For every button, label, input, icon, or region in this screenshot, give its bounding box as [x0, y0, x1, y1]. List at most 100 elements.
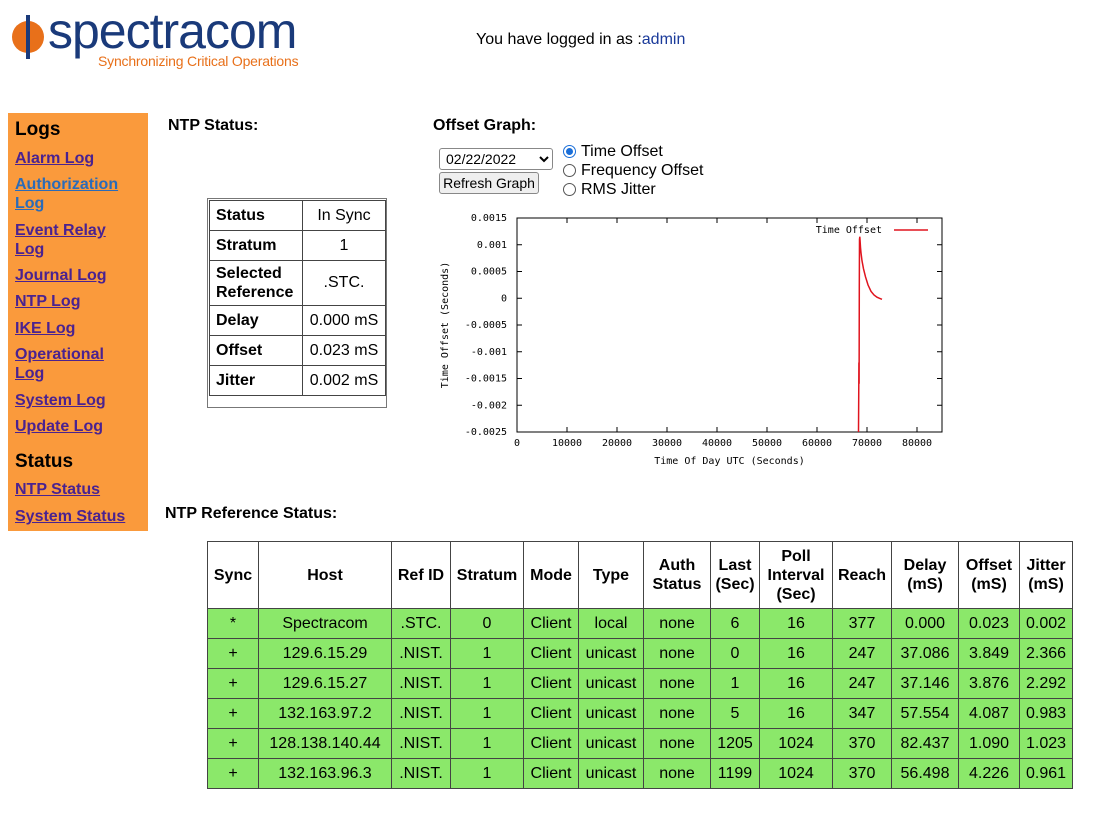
date-select[interactable]: 02/22/2022	[439, 148, 553, 170]
table-cell: 0	[710, 638, 760, 669]
table-cell: 1.023	[1019, 728, 1073, 759]
table-row: +132.163.96.3 .NIST. 1 Client unicast none 119…	[207, 758, 1073, 789]
table-cell: 1205	[710, 728, 760, 759]
table-header-row: Sync Host Ref ID Stratum Mode Type Auth Status…	[207, 541, 1073, 609]
status-key: Jitter	[209, 365, 303, 396]
table-row: +129.6.15.29 .NIST. 1 Client unicast none 0 16 2…	[207, 638, 1073, 669]
table-cell: 5	[710, 698, 760, 729]
series-line-time-offset	[857, 236, 883, 433]
status-row-selected-reference: Selected Reference .STC.	[209, 260, 386, 306]
table-cell: 1	[450, 638, 524, 669]
table-row: * Spectracom .STC. 0 Client local none 6 16 377 0.…	[207, 608, 1073, 639]
offset-graph-chart: 0.0015 0.001 0.0005 0 -0.0005 -0.001 -0.0015 -0…	[440, 213, 943, 467]
sidebar-link-system-status[interactable]: System Status	[15, 508, 126, 525]
table-cell: none	[643, 698, 711, 729]
status-row-stratum: Stratum 1	[209, 230, 386, 261]
table-cell: 1024	[759, 728, 833, 759]
sidebar-link-journal-log[interactable]: Journal Log	[15, 267, 107, 284]
column-header: Type	[578, 541, 644, 609]
ntp-status-title: NTP Status:	[168, 117, 259, 134]
radio-unselected-icon[interactable]	[563, 164, 576, 177]
status-value: In Sync	[302, 200, 386, 231]
sidebar-link-ike-log[interactable]: IKE Log	[15, 320, 76, 337]
table-cell: unicast	[578, 668, 644, 699]
plot-frame	[516, 217, 943, 433]
table-cell: 247	[832, 668, 892, 699]
column-header: Sync	[207, 541, 259, 609]
table-cell: 132.163.96.3	[258, 758, 392, 789]
table-cell: 4.087	[958, 698, 1020, 729]
sidebar-link-operational-log[interactable]: Operational Log	[15, 346, 104, 382]
table-cell: unicast	[578, 728, 644, 759]
table-cell: .NIST.	[391, 668, 451, 699]
table-cell: 0.983	[1019, 698, 1073, 729]
chart-series	[857, 236, 883, 433]
ntp-status-table: Status In Sync Stratum 1 Selected Refere…	[209, 200, 386, 396]
table-cell: 4.226	[958, 758, 1020, 789]
y-tick-label: -0.002	[471, 400, 507, 411]
radio-unselected-icon[interactable]	[563, 183, 576, 196]
table-cell: 1	[450, 668, 524, 699]
x-tick-label: 10000	[552, 438, 582, 449]
y-tick-label: 0.001	[477, 240, 507, 251]
table-cell: .STC.	[391, 608, 451, 639]
status-key: Offset	[209, 335, 303, 366]
table-cell: 37.086	[891, 638, 959, 669]
sidebar-link-authorization-log[interactable]: Authorization Log	[15, 176, 119, 212]
table-cell: +	[207, 698, 259, 729]
radio-selected-icon[interactable]	[563, 145, 576, 158]
table-cell: 16	[759, 668, 833, 699]
column-header: Offset (mS)	[958, 541, 1020, 609]
table-cell: 1	[450, 698, 524, 729]
table-cell: .NIST.	[391, 638, 451, 669]
table-cell: local	[578, 608, 644, 639]
table-cell: none	[643, 728, 711, 759]
status-value: .STC.	[302, 260, 386, 306]
table-cell: 129.6.15.29	[258, 638, 392, 669]
login-prefix: You have logged in as :	[476, 31, 642, 48]
spectracom-logo: spectracom Synchronizing Critical Operat…	[8, 3, 308, 76]
column-header: Jitter (mS)	[1019, 541, 1073, 609]
sidebar-link-alarm-log[interactable]: Alarm Log	[15, 150, 95, 167]
sidebar-link-ntp-log[interactable]: NTP Log	[15, 293, 81, 310]
column-header: Ref ID	[391, 541, 451, 609]
x-axis-label: Time Of Day UTC (Seconds)	[654, 456, 805, 467]
status-value: 0.002 mS	[302, 365, 386, 396]
status-row-jitter: Jitter 0.002 mS	[209, 365, 386, 396]
sidebar-link-update-log[interactable]: Update Log	[15, 418, 103, 435]
table-cell: 128.138.140.44	[258, 728, 392, 759]
y-tick-label: 0.0015	[471, 213, 507, 224]
username: admin	[641, 31, 686, 48]
sidebar-link-event-relay-log[interactable]: Event Relay Log	[15, 222, 106, 258]
status-heading: Status	[15, 451, 74, 472]
y-axis-label: Time Offset (Seconds)	[440, 262, 451, 388]
status-key: Stratum	[209, 230, 303, 261]
status-value: 1	[302, 230, 386, 261]
table-cell: 347	[832, 698, 892, 729]
table-cell: 16	[759, 638, 833, 669]
radio-time-offset[interactable]: Time Offset	[563, 142, 663, 161]
table-cell: 37.146	[891, 668, 959, 699]
table-cell: 2.292	[1019, 668, 1073, 699]
table-cell: 6	[710, 608, 760, 639]
logo-mark-icon	[12, 15, 44, 59]
table-cell: unicast	[578, 638, 644, 669]
radio-label: RMS Jitter	[581, 180, 656, 198]
table-cell: 1	[450, 728, 524, 759]
refresh-graph-button[interactable]: Refresh Graph	[439, 172, 539, 194]
sidebar-link-system-log[interactable]: System Log	[15, 392, 106, 409]
table-cell: none	[643, 668, 711, 699]
sidebar: Logs Alarm Log Authorization Log Event R…	[8, 113, 148, 531]
radio-frequency-offset[interactable]: Frequency Offset	[563, 161, 703, 180]
y-tick-label: 0.0005	[471, 267, 507, 278]
radio-rms-jitter[interactable]: RMS Jitter	[563, 180, 656, 199]
y-tick-label: -0.0005	[465, 320, 507, 331]
y-tick-label: -0.0025	[465, 427, 507, 438]
sidebar-link-ntp-status[interactable]: NTP Status	[15, 481, 101, 498]
table-cell: 1	[450, 758, 524, 789]
table-cell: 2.366	[1019, 638, 1073, 669]
table-cell: 377	[832, 608, 892, 639]
column-header: Reach	[832, 541, 892, 609]
y-tick-label: 0	[501, 293, 507, 304]
table-cell: Client	[523, 728, 579, 759]
